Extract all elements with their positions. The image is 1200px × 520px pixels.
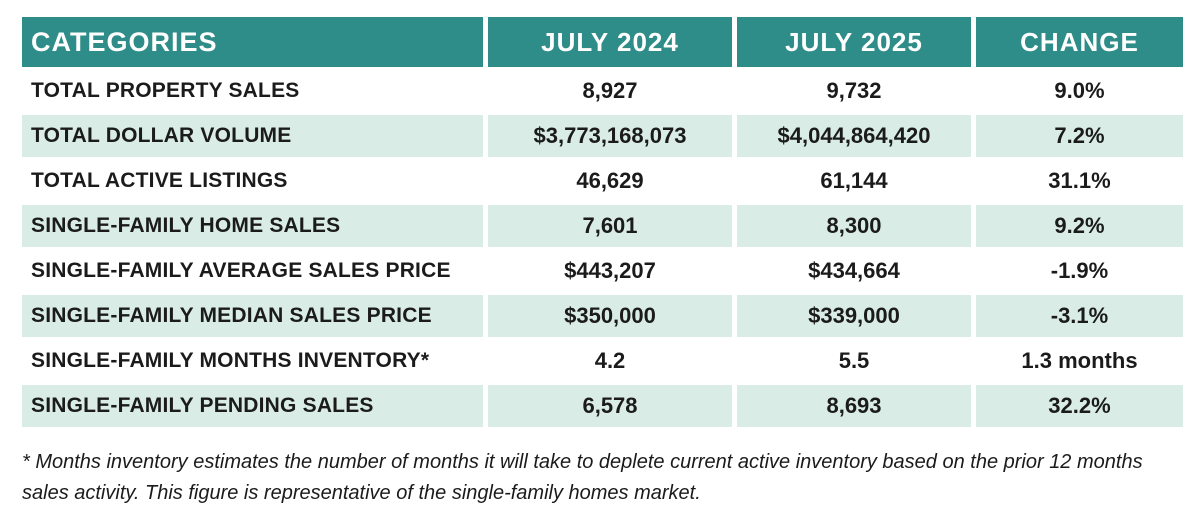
value-cell-july-2024: $3,773,168,073 xyxy=(488,115,732,157)
table-row: SINGLE-FAMILY AVERAGE SALES PRICE $443,2… xyxy=(22,250,1183,292)
value-cell-change: 9.0% xyxy=(976,70,1183,112)
value-cell-july-2024: 8,927 xyxy=(488,70,732,112)
value-cell-july-2025: $4,044,864,420 xyxy=(737,115,971,157)
table-row: SINGLE-FAMILY MEDIAN SALES PRICE $350,00… xyxy=(22,295,1183,337)
category-cell: SINGLE-FAMILY HOME SALES xyxy=(22,205,483,247)
category-cell: TOTAL PROPERTY SALES xyxy=(22,70,483,112)
value-cell-july-2025: 5.5 xyxy=(737,340,971,382)
value-cell-july-2024: $443,207 xyxy=(488,250,732,292)
value-cell-change: 7.2% xyxy=(976,115,1183,157)
table-header: CATEGORIES JULY 2024 JULY 2025 CHANGE xyxy=(22,17,1183,67)
category-cell: SINGLE-FAMILY PENDING SALES xyxy=(22,385,483,427)
value-cell-july-2024: 7,601 xyxy=(488,205,732,247)
value-cell-change: -1.9% xyxy=(976,250,1183,292)
footnote: * Months inventory estimates the number … xyxy=(22,451,1143,504)
table-row: SINGLE-FAMILY HOME SALES 7,601 8,300 9.2… xyxy=(22,205,1183,247)
table-row: TOTAL ACTIVE LISTINGS 46,629 61,144 31.1… xyxy=(22,160,1183,202)
value-cell-july-2024: $350,000 xyxy=(488,295,732,337)
category-cell: TOTAL ACTIVE LISTINGS xyxy=(22,160,483,202)
market-stats-table: CATEGORIES JULY 2024 JULY 2025 CHANGE TO… xyxy=(17,14,1188,430)
value-cell-change: 1.3 months xyxy=(976,340,1183,382)
category-cell: SINGLE-FAMILY MEDIAN SALES PRICE xyxy=(22,295,483,337)
value-cell-july-2024: 6,578 xyxy=(488,385,732,427)
table-body: TOTAL PROPERTY SALES 8,927 9,732 9.0% TO… xyxy=(22,70,1183,427)
value-cell-july-2025: $434,664 xyxy=(737,250,971,292)
category-cell: SINGLE-FAMILY MONTHS INVENTORY* xyxy=(22,340,483,382)
header-row: CATEGORIES JULY 2024 JULY 2025 CHANGE xyxy=(22,17,1183,67)
value-cell-change: 32.2% xyxy=(976,385,1183,427)
column-header-change: CHANGE xyxy=(976,17,1183,67)
value-cell-change: -3.1% xyxy=(976,295,1183,337)
value-cell-change: 31.1% xyxy=(976,160,1183,202)
value-cell-july-2024: 4.2 xyxy=(488,340,732,382)
table-row: TOTAL PROPERTY SALES 8,927 9,732 9.0% xyxy=(22,70,1183,112)
value-cell-july-2025: 8,300 xyxy=(737,205,971,247)
value-cell-change: 9.2% xyxy=(976,205,1183,247)
column-header-july-2024: JULY 2024 xyxy=(488,17,732,67)
column-header-july-2025: JULY 2025 xyxy=(737,17,971,67)
column-header-categories: CATEGORIES xyxy=(22,17,483,67)
value-cell-july-2025: 61,144 xyxy=(737,160,971,202)
value-cell-july-2024: 46,629 xyxy=(488,160,732,202)
value-cell-july-2025: 9,732 xyxy=(737,70,971,112)
value-cell-july-2025: 8,693 xyxy=(737,385,971,427)
table-row: TOTAL DOLLAR VOLUME $3,773,168,073 $4,04… xyxy=(22,115,1183,157)
table-row: SINGLE-FAMILY MONTHS INVENTORY* 4.2 5.5 … xyxy=(22,340,1183,382)
category-cell: SINGLE-FAMILY AVERAGE SALES PRICE xyxy=(22,250,483,292)
category-cell: TOTAL DOLLAR VOLUME xyxy=(22,115,483,157)
value-cell-july-2025: $339,000 xyxy=(737,295,971,337)
table-row: SINGLE-FAMILY PENDING SALES 6,578 8,693 … xyxy=(22,385,1183,427)
